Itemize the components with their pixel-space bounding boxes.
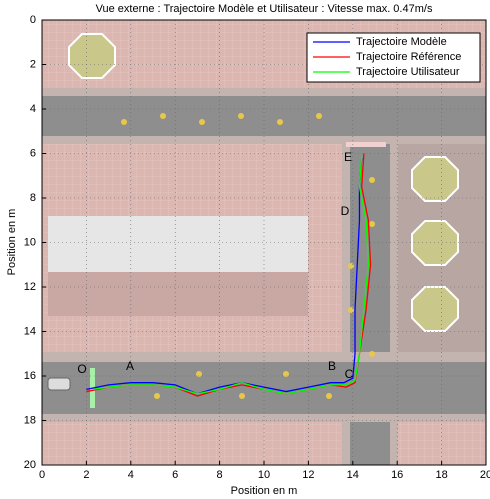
x-tick-label: 20 — [480, 469, 490, 481]
x-tick-label: 8 — [217, 469, 223, 481]
y-axis-label: Position en m — [6, 209, 18, 276]
y-tick-label: 14 — [24, 325, 36, 337]
x-tick-label: 6 — [172, 469, 178, 481]
annotation: O — [77, 362, 86, 376]
y-tick-label: 6 — [30, 147, 36, 159]
x-tick-label: 12 — [302, 469, 314, 481]
annotation: B — [328, 359, 336, 373]
legend-label: Trajectoire Référence — [356, 51, 461, 63]
annotation: D — [341, 204, 350, 218]
x-tick-label: 10 — [258, 469, 270, 481]
y-tick-label: 18 — [24, 414, 36, 426]
series-line — [92, 155, 369, 395]
x-tick-label: 2 — [83, 469, 89, 481]
annotation: E — [344, 150, 352, 164]
legend: Trajectoire Modèle Trajectoire Référence T… — [306, 32, 481, 83]
y-tick-label: 8 — [30, 192, 36, 204]
x-tick-label: 4 — [128, 469, 134, 481]
x-tick-label: 18 — [435, 469, 447, 481]
x-tick-label: 14 — [347, 469, 359, 481]
y-tick-label: 10 — [24, 236, 36, 248]
legend-label: Trajectoire Utilisateur — [356, 66, 460, 78]
y-tick-label: 0 — [30, 14, 36, 26]
x-tick-label: 16 — [391, 469, 403, 481]
chart-title: Vue externe : Trajectoire Modèle et Util… — [96, 3, 433, 15]
y-tick-label: 20 — [24, 459, 36, 471]
x-tick-label: 0 — [39, 469, 45, 481]
series-line — [86, 157, 363, 395]
y-tick-label: 2 — [30, 58, 36, 70]
annotation: C — [345, 367, 354, 381]
map-background — [42, 20, 486, 465]
annotation: A — [126, 359, 134, 373]
y-tick-label: 12 — [24, 281, 36, 293]
y-tick-label: 16 — [24, 370, 36, 382]
y-tick-label: 4 — [30, 103, 36, 115]
plot-frame — [41, 19, 487, 466]
x-axis-label: Position en m — [231, 485, 298, 497]
legend-label: Trajectoire Modèle — [356, 36, 447, 48]
lines — [86, 153, 372, 397]
